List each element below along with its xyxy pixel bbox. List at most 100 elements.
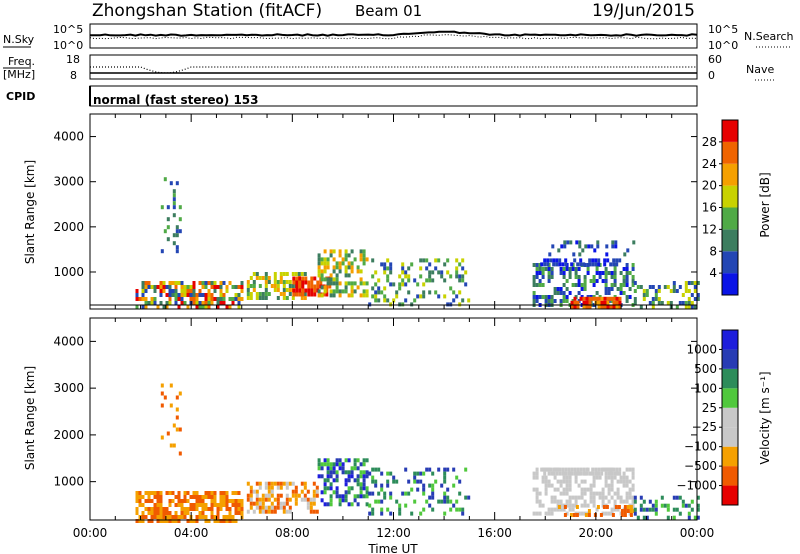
x-tick-label: 00:00 xyxy=(73,526,108,540)
station-title: Zhongshan Station (fitACF) xyxy=(92,1,322,21)
range-cell xyxy=(422,282,426,287)
range-cell xyxy=(568,499,572,504)
range-cell xyxy=(398,507,402,512)
range-cell xyxy=(574,283,578,287)
range-cell xyxy=(264,497,268,502)
range-cell xyxy=(532,295,536,299)
range-cell xyxy=(309,509,313,514)
range-cell xyxy=(672,495,676,500)
range-cell xyxy=(538,279,542,283)
range-cell xyxy=(619,479,623,484)
range-cell xyxy=(258,276,262,280)
range-cell xyxy=(347,474,351,479)
range-cell xyxy=(329,470,333,475)
range-cell xyxy=(288,284,292,288)
range-cell xyxy=(320,462,324,467)
velocity-scatter xyxy=(135,383,700,523)
range-cell xyxy=(144,515,148,519)
range-cell xyxy=(586,271,590,275)
range-cell xyxy=(669,301,673,305)
range-cell xyxy=(216,297,220,301)
range-cell xyxy=(544,299,548,303)
range-cell xyxy=(261,493,265,498)
range-cell xyxy=(696,515,700,520)
colorbar-swatch xyxy=(722,446,738,467)
range-cell xyxy=(207,293,211,297)
range-cell xyxy=(198,281,202,285)
range-cell xyxy=(153,503,157,507)
range-cell xyxy=(690,499,694,504)
range-cell xyxy=(594,258,598,263)
range-cell xyxy=(249,505,253,510)
range-cell xyxy=(613,283,617,287)
range-cell xyxy=(264,493,268,498)
range-cell xyxy=(175,229,179,234)
range-cell xyxy=(174,301,178,305)
range-cell xyxy=(225,495,229,499)
range-cell xyxy=(574,495,578,500)
range-cell xyxy=(648,301,652,305)
range-cell xyxy=(609,467,613,472)
range-cell xyxy=(622,479,626,484)
range-cell xyxy=(422,290,426,295)
range-cell xyxy=(684,301,688,305)
range-cell xyxy=(141,281,145,285)
range-cell xyxy=(607,487,611,492)
range-cell xyxy=(564,471,568,476)
range-cell xyxy=(377,491,381,496)
range-cell xyxy=(583,491,587,496)
range-cell xyxy=(633,301,637,305)
range-cell xyxy=(297,493,301,498)
range-cell xyxy=(428,467,432,472)
range-cell xyxy=(585,296,589,301)
range-cell xyxy=(341,261,345,266)
range-cell xyxy=(547,507,551,512)
range-cell xyxy=(341,466,345,471)
range-cell xyxy=(335,474,339,479)
range-cell xyxy=(216,503,220,507)
range-cell xyxy=(362,462,366,467)
range-cell xyxy=(559,287,563,291)
range-cell xyxy=(222,495,226,499)
range-cell xyxy=(579,471,583,476)
range-cell xyxy=(639,503,643,508)
range-cell xyxy=(642,499,646,504)
range-cell xyxy=(419,274,423,279)
range-cell xyxy=(344,458,348,463)
range-cell xyxy=(282,288,286,292)
range-cell xyxy=(562,475,566,480)
range-cell xyxy=(449,499,453,504)
range-cell xyxy=(607,291,611,295)
range-cell xyxy=(625,475,629,480)
range-cell xyxy=(183,495,187,499)
range-cell xyxy=(593,248,597,253)
range-cell xyxy=(642,289,646,293)
range-cell xyxy=(288,509,292,514)
range-cell xyxy=(329,466,333,471)
range-cell xyxy=(300,489,304,494)
range-cell xyxy=(228,519,232,523)
range-cell xyxy=(570,300,574,305)
range-cell xyxy=(401,262,405,267)
range-cell xyxy=(258,284,262,288)
range-cell xyxy=(252,272,256,276)
range-cell xyxy=(557,248,561,253)
range-cell xyxy=(625,495,629,500)
y-tick-label: 3000 xyxy=(53,175,84,189)
range-cell xyxy=(455,270,459,275)
range-cell xyxy=(443,471,447,476)
range-cell xyxy=(309,497,313,502)
range-cell xyxy=(279,485,283,490)
range-cell xyxy=(547,295,551,299)
range-cell xyxy=(210,495,214,499)
range-cell xyxy=(255,505,259,510)
range-cell xyxy=(216,507,220,511)
range-cell xyxy=(582,304,586,309)
range-cell xyxy=(228,281,232,285)
range-cell xyxy=(267,489,271,494)
range-cell xyxy=(258,497,262,502)
range-cell xyxy=(240,511,244,515)
range-cell xyxy=(544,491,548,496)
range-cell xyxy=(162,519,166,523)
range-cell xyxy=(168,515,172,519)
